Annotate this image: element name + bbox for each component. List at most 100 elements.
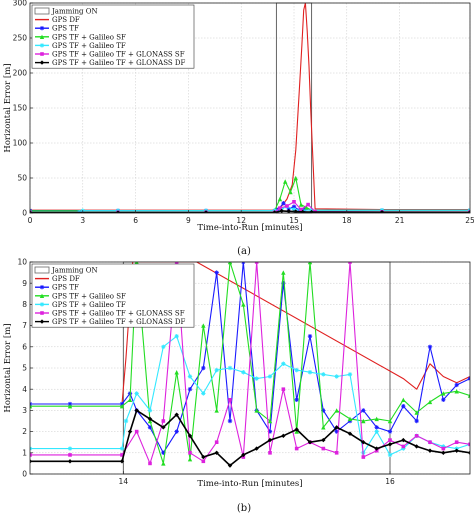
data-point-2: [441, 397, 446, 402]
data-point-3: [427, 399, 433, 405]
data-point-6: [30, 459, 33, 464]
y-tick-label: 250: [13, 34, 28, 43]
legend-entry-3: GPS TF + Galileo SF: [52, 33, 126, 41]
data-point-6: [379, 210, 385, 213]
data-point-6: [241, 452, 246, 458]
legend-marker-3: [39, 293, 45, 298]
y-tick-label: 8: [22, 300, 27, 309]
y-tick-label: 4: [22, 385, 27, 394]
y-tick-label: 0: [22, 209, 27, 218]
data-point-3: [387, 418, 393, 424]
data-point-6: [347, 431, 353, 436]
data-point-5: [401, 444, 406, 449]
legend-swatch-0: [34, 7, 50, 15]
data-point-6: [467, 210, 470, 213]
x-tick-label: 15: [289, 216, 299, 225]
data-point-2: [454, 382, 459, 388]
data-point-3: [283, 179, 288, 184]
legend-entry-3: GPS TF + Galileo SF: [52, 292, 126, 300]
y-tick-label: 7: [22, 321, 27, 330]
data-point-3: [254, 408, 259, 413]
data-point-5: [361, 455, 366, 459]
data-point-3: [347, 416, 353, 422]
data-point-5: [334, 451, 339, 455]
series-line-3: [30, 262, 470, 464]
data-point-6: [267, 437, 273, 443]
data-point-2: [281, 281, 286, 286]
data-point-6: [467, 450, 470, 455]
data-point-3: [298, 202, 304, 207]
y-tick-label: 300: [13, 0, 28, 8]
data-point-4: [201, 391, 206, 396]
series-group: [30, 3, 470, 213]
data-point-6: [294, 427, 299, 432]
data-point-5: [188, 451, 192, 455]
data-point-5: [68, 453, 72, 457]
y-tick-label: 10: [17, 258, 27, 267]
data-point-2: [321, 408, 326, 413]
data-point-6: [201, 454, 206, 460]
legend-box: [31, 4, 195, 69]
data-point-4: [123, 418, 129, 424]
data-point-5: [294, 446, 299, 451]
data-point-6: [454, 448, 459, 453]
data-point-5: [468, 442, 470, 447]
data-point-2: [286, 206, 291, 211]
data-point-3: [241, 302, 246, 307]
y-tick-label: 100: [13, 139, 28, 148]
data-point-2: [294, 397, 299, 402]
data-point-5: [174, 262, 179, 264]
data-point-4: [321, 372, 326, 377]
data-point-3: [467, 393, 470, 398]
data-point-3: [307, 262, 313, 265]
legend-entry-2: GPS TF: [52, 25, 79, 33]
data-point-3: [67, 403, 73, 409]
legend-marker-5: [40, 52, 44, 56]
data-point-4: [174, 334, 179, 339]
data-point-3: [187, 456, 193, 462]
y-tick-label: 6: [22, 342, 27, 351]
y-tick-label: 200: [13, 69, 28, 78]
data-point-2: [387, 429, 393, 434]
data-point-5: [414, 434, 419, 438]
y-tick-label: 1: [22, 448, 27, 457]
data-point-2: [174, 429, 179, 434]
data-point-6: [127, 429, 133, 434]
legend-marker-4: [39, 43, 45, 48]
data-point-5: [134, 429, 139, 434]
data-point-2: [147, 425, 153, 430]
panel-caption: (b): [237, 503, 251, 514]
data-point-5: [161, 419, 166, 423]
series-group: [30, 262, 470, 468]
chart-panel-a: 0 50 100 150 200 250 300 0 3 6 9 12 15 18 21 25 Time-int…: [3, 0, 474, 257]
data-point-3: [201, 323, 206, 328]
data-point-3: [454, 389, 459, 394]
data-point-4: [281, 361, 286, 366]
y-axis-label: Horizontal Error [m]: [3, 63, 13, 152]
data-point-6: [307, 440, 313, 445]
series-line-4: [30, 335, 470, 456]
y-tick-label: 2: [22, 427, 27, 436]
data-point-3: [267, 418, 273, 424]
data-point-2: [307, 334, 313, 339]
data-point-6: [30, 210, 33, 213]
data-point-6: [254, 446, 259, 451]
legend-entry-4: GPS TF + Galileo TF: [52, 301, 126, 309]
x-tick-label: 0: [28, 216, 33, 225]
x-tick-label: 21: [395, 216, 405, 225]
legend-marker-3: [39, 34, 45, 39]
data-point-3: [414, 410, 419, 415]
data-point-4: [187, 374, 193, 379]
data-point-5: [388, 438, 392, 442]
data-point-2: [161, 450, 166, 455]
data-point-4: [334, 374, 339, 379]
data-point-4: [119, 446, 125, 451]
data-point-4: [294, 367, 299, 373]
x-tick-label: 9: [186, 216, 191, 225]
data-point-5: [201, 459, 206, 464]
legend-box: [31, 263, 195, 328]
data-point-4: [401, 446, 406, 451]
legend-swatch-0: [34, 266, 50, 274]
data-point-6: [361, 440, 366, 445]
